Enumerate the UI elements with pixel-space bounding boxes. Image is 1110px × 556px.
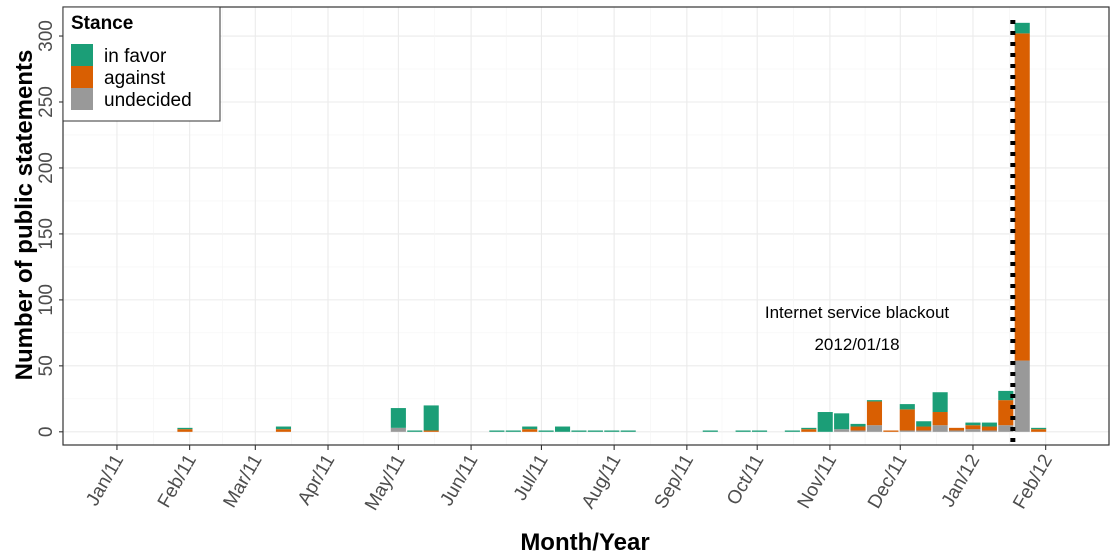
y-tick-label: 50 <box>36 355 57 376</box>
bar-segment-against <box>275 429 292 432</box>
panel-border <box>62 6 1110 446</box>
bar-segment-in-favor <box>850 423 866 427</box>
bar-segment-in-favor <box>916 421 932 427</box>
bar-segment-against <box>965 425 981 430</box>
bar-segment-in-favor <box>423 405 439 431</box>
bar-segment-in-favor <box>932 392 948 413</box>
bar-segment-in-favor <box>834 413 850 430</box>
bar-segment-in-favor <box>505 430 521 432</box>
bar-segment-in-favor <box>620 430 636 432</box>
bar-segment-in-favor <box>1014 22 1030 34</box>
bar-segment-against <box>899 409 915 431</box>
y-tick-label: 250 <box>36 86 57 118</box>
bar-segment-against <box>932 412 948 426</box>
y-tick-label: 0 <box>36 427 57 438</box>
bar-segment-undecided <box>899 430 915 432</box>
bar-segment-in-favor <box>587 430 603 432</box>
bar-segment-against <box>801 429 817 432</box>
bar-segment-in-favor <box>275 426 292 430</box>
legend-label-undecided: undecided <box>104 90 192 111</box>
legend-swatch-in-favor <box>71 44 93 66</box>
y-axis: 0 50 100 150 200 250 300 <box>36 20 63 437</box>
bar-segment-in-favor <box>899 404 915 410</box>
bar-segment-in-favor <box>1031 427 1047 430</box>
y-tick-label: 150 <box>36 218 57 250</box>
bar-segment-against <box>522 429 538 432</box>
bar-segment-undecided <box>965 429 981 432</box>
bar-segment-undecided <box>932 425 948 432</box>
bar-segment-in-favor <box>571 430 587 432</box>
bar-segment-against <box>949 427 965 431</box>
bar-segment-in-favor <box>981 422 997 427</box>
bar-segment-against <box>423 430 439 432</box>
plot-panel <box>63 7 1109 445</box>
legend-label-in-favor: in favor <box>104 46 167 67</box>
bar-segment-in-favor <box>555 426 571 432</box>
y-tick-label: 200 <box>36 152 57 184</box>
bar-segment-undecided <box>998 425 1014 432</box>
bar-segment-against <box>883 430 899 432</box>
bar-segment-in-favor <box>817 412 833 432</box>
bar-segment-against <box>1031 429 1047 432</box>
bar-segment-in-favor <box>801 427 817 430</box>
gridlines <box>63 7 1109 445</box>
bar-segment-in-favor <box>866 400 883 402</box>
bar-segment-undecided <box>949 430 965 432</box>
bar-segment-in-favor <box>965 422 981 426</box>
bar-segment-in-favor <box>522 426 538 430</box>
bar-segment-undecided <box>390 427 406 432</box>
bar-segment-in-favor <box>735 430 751 432</box>
bar-segment-undecided <box>916 430 932 432</box>
bar-segment-in-favor <box>604 430 620 432</box>
bar-segment-against <box>981 426 997 431</box>
bar-segment-in-favor <box>752 430 768 432</box>
legend-title: Stance <box>71 13 133 34</box>
bar-segment-undecided <box>834 429 850 432</box>
bar-segment-against <box>177 429 193 432</box>
legend-swatch-undecided <box>71 88 93 110</box>
y-axis-title: Number of public statements <box>11 50 38 381</box>
bar-segment-in-favor <box>407 430 423 432</box>
bar-segment-against <box>998 400 1014 426</box>
legend-swatch-against <box>71 66 93 88</box>
bar-segment-undecided <box>1014 360 1030 432</box>
bar-segment-against <box>866 401 883 426</box>
annotation-line1: Internet service blackout <box>765 303 950 322</box>
y-tick-label: 100 <box>36 284 57 316</box>
legend-label-against: against <box>104 68 166 89</box>
bar-segment-in-favor <box>538 430 554 432</box>
bars <box>177 22 1047 432</box>
bar-segment-undecided <box>850 430 866 432</box>
bar-segment-against <box>916 426 932 431</box>
bar-segment-in-favor <box>784 430 800 432</box>
bar-segment-against <box>850 426 866 431</box>
legend: Stance in favor against undecided <box>62 6 221 122</box>
bar-segment-in-favor <box>177 427 193 430</box>
y-tick-label: 300 <box>36 20 57 52</box>
annotation-line2: 2012/01/18 <box>814 335 899 354</box>
x-axis-title: Month/Year <box>520 529 649 556</box>
bar-segment-in-favor <box>702 430 718 432</box>
bar-segment-in-favor <box>489 430 505 432</box>
bar-segment-against <box>1014 33 1030 361</box>
bar-segment-undecided <box>866 425 883 432</box>
bar-segment-undecided <box>981 430 997 432</box>
bar-segment-in-favor <box>390 408 406 428</box>
bar-segment-in-favor <box>998 390 1014 401</box>
